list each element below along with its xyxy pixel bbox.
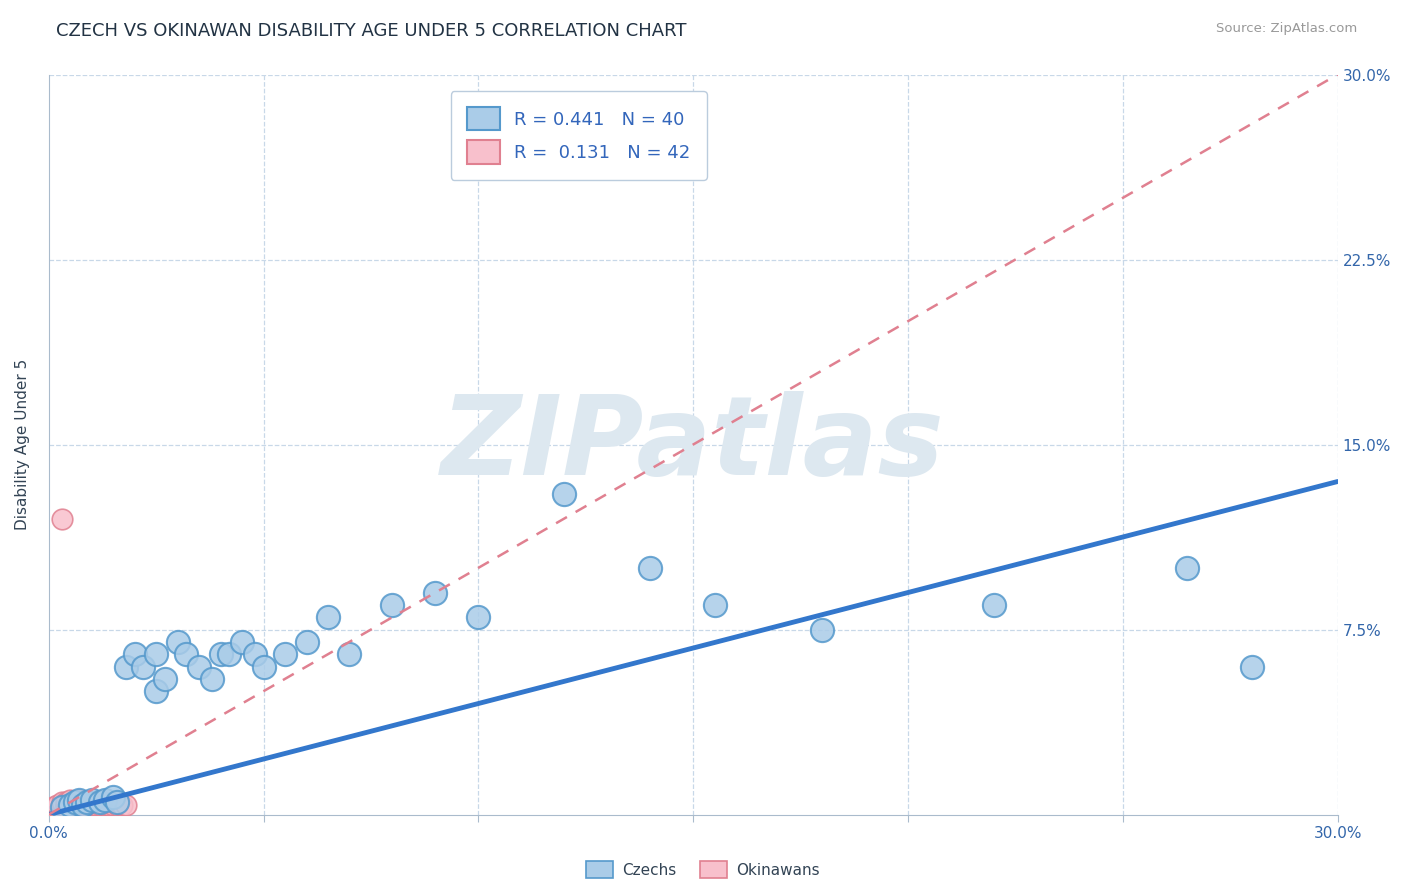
Point bbox=[638, 561, 661, 575]
Point bbox=[103, 795, 125, 809]
Point bbox=[115, 659, 138, 673]
Point bbox=[145, 647, 167, 661]
Point bbox=[72, 797, 94, 812]
Point bbox=[51, 803, 73, 817]
Point bbox=[46, 797, 69, 812]
Point bbox=[381, 598, 404, 612]
Point bbox=[46, 803, 69, 817]
Point bbox=[111, 797, 134, 812]
Point bbox=[174, 647, 197, 661]
Point bbox=[115, 797, 138, 812]
Point bbox=[188, 659, 211, 673]
Point bbox=[63, 800, 86, 814]
Point bbox=[467, 610, 489, 624]
Point bbox=[201, 672, 224, 686]
Point bbox=[51, 800, 73, 814]
Point bbox=[107, 795, 129, 809]
Point bbox=[425, 585, 447, 599]
Point bbox=[703, 598, 725, 612]
Point bbox=[1175, 561, 1198, 575]
Point bbox=[51, 795, 73, 809]
Point bbox=[811, 623, 834, 637]
Point bbox=[1240, 659, 1263, 673]
Point bbox=[84, 795, 107, 809]
Point bbox=[72, 797, 94, 812]
Point bbox=[63, 795, 86, 809]
Point bbox=[132, 659, 155, 673]
Point bbox=[67, 797, 90, 812]
Point bbox=[218, 647, 240, 661]
Point bbox=[42, 803, 65, 817]
Point bbox=[103, 797, 125, 812]
Point bbox=[46, 800, 69, 814]
Point bbox=[295, 635, 318, 649]
Point bbox=[63, 797, 86, 812]
Legend: R = 0.441   N = 40, R =  0.131   N = 42: R = 0.441 N = 40, R = 0.131 N = 42 bbox=[451, 91, 707, 180]
Point bbox=[72, 795, 94, 809]
Point bbox=[89, 795, 111, 809]
Point bbox=[107, 795, 129, 809]
Point bbox=[59, 797, 82, 812]
Point bbox=[67, 793, 90, 807]
Point bbox=[107, 797, 129, 812]
Point bbox=[274, 647, 297, 661]
Point bbox=[243, 647, 266, 661]
Point bbox=[339, 647, 361, 661]
Point bbox=[103, 790, 125, 805]
Point bbox=[93, 793, 115, 807]
Point bbox=[89, 795, 111, 809]
Point bbox=[252, 659, 274, 673]
Point bbox=[80, 797, 103, 812]
Point bbox=[80, 793, 103, 807]
Point bbox=[55, 800, 77, 814]
Point bbox=[124, 647, 146, 661]
Legend: Czechs, Okinawans: Czechs, Okinawans bbox=[579, 855, 827, 884]
Point bbox=[55, 795, 77, 809]
Point bbox=[80, 795, 103, 809]
Point bbox=[553, 487, 575, 501]
Point bbox=[316, 610, 339, 624]
Point bbox=[59, 800, 82, 814]
Point bbox=[67, 795, 90, 809]
Point bbox=[59, 793, 82, 807]
Point bbox=[51, 800, 73, 814]
Point bbox=[55, 797, 77, 812]
Point bbox=[42, 800, 65, 814]
Point bbox=[166, 635, 188, 649]
Point bbox=[231, 635, 253, 649]
Point bbox=[76, 795, 98, 809]
Point bbox=[67, 793, 90, 807]
Point bbox=[209, 647, 232, 661]
Point bbox=[93, 795, 115, 809]
Point bbox=[153, 672, 176, 686]
Y-axis label: Disability Age Under 5: Disability Age Under 5 bbox=[15, 359, 30, 530]
Point bbox=[983, 598, 1005, 612]
Point bbox=[51, 797, 73, 812]
Point bbox=[84, 797, 107, 812]
Point bbox=[63, 795, 86, 809]
Text: ZIPatlas: ZIPatlas bbox=[441, 391, 945, 498]
Point bbox=[97, 797, 120, 812]
Text: CZECH VS OKINAWAN DISABILITY AGE UNDER 5 CORRELATION CHART: CZECH VS OKINAWAN DISABILITY AGE UNDER 5… bbox=[56, 22, 686, 40]
Point bbox=[76, 795, 98, 809]
Text: Source: ZipAtlas.com: Source: ZipAtlas.com bbox=[1216, 22, 1357, 36]
Point bbox=[93, 797, 115, 812]
Point bbox=[145, 684, 167, 698]
Point bbox=[89, 797, 111, 812]
Point bbox=[76, 797, 98, 812]
Point bbox=[59, 797, 82, 812]
Point bbox=[51, 511, 73, 525]
Point bbox=[59, 795, 82, 809]
